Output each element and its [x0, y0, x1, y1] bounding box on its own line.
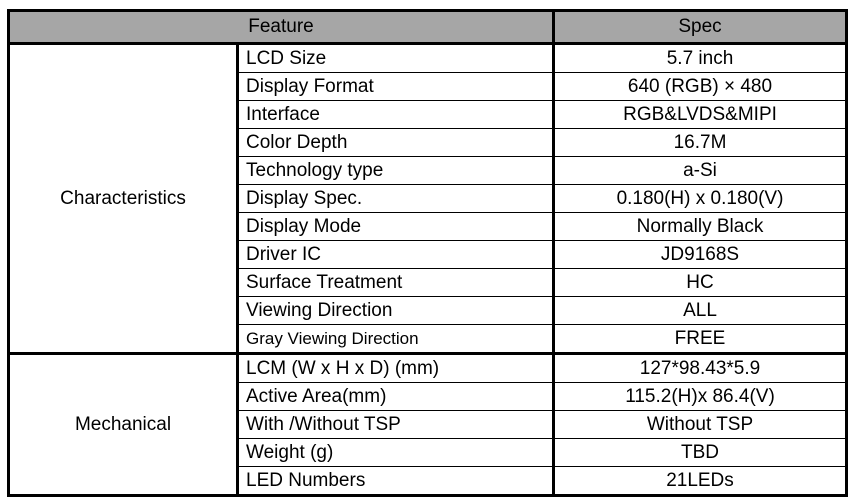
feature-cell: Surface Treatment [236, 268, 555, 297]
feature-cell: Driver IC [236, 240, 555, 269]
feature-cell: Weight (g) [236, 438, 555, 467]
table-row: Display Format 640 (RGB) × 480 [9, 72, 848, 101]
feature-cell: Color Depth [236, 128, 555, 157]
spec-cell: 16.7M [553, 128, 848, 157]
table-row: Characteristics LCD Size 5.7 inch [7, 42, 848, 355]
group-label: Characteristics [7, 42, 239, 355]
header-row: Feature Spec [7, 9, 848, 45]
feature-cell: With /Without TSP [236, 410, 555, 439]
feature-cell: Gray Viewing Direction [236, 324, 555, 355]
feature-cell: Interface [236, 100, 555, 129]
spec-cell: Without TSP [553, 410, 848, 439]
table-row: Mechanical LCM (W x H x D) (mm) 127*98.43*… [7, 352, 848, 497]
spec-cell: 0.180(H) x 0.180(V) [553, 184, 848, 213]
feature-cell: Active Area(mm) [236, 382, 555, 411]
group-label: Mechanical [7, 352, 239, 497]
spec-cell: RGB&LVDS&MIPI [553, 100, 848, 129]
spec-cell: 127*98.43*5.9 [553, 353, 848, 383]
spec-table: Feature Spec Characteristics LCD Size 5.7 … [7, 9, 848, 497]
feature-cell: LED Numbers [236, 466, 555, 497]
feature-cell: LCD Size [236, 43, 555, 73]
spec-cell: HC [553, 268, 848, 297]
spec-cell: TBD [553, 438, 848, 467]
feature-cell: LCM (W x H x D) (mm) [236, 353, 555, 383]
feature-cell: Technology type [236, 156, 555, 185]
spec-cell: 115.2(H)x 86.4(V) [553, 382, 848, 411]
table-row: Viewing Direction ALL [9, 296, 848, 325]
spec-cell: 21LEDs [553, 466, 848, 497]
spec-cell: FREE [553, 324, 848, 355]
table-row: Display Mode Normally Black [9, 212, 848, 241]
spec-cell: 640 (RGB) × 480 [553, 72, 848, 101]
feature-cell: Display Format [236, 72, 555, 101]
spec-cell: 5.7 inch [553, 43, 848, 73]
spec-cell: JD9168S [553, 240, 848, 269]
feature-cell: Viewing Direction [236, 296, 555, 325]
table-row: Technology type a-Si [9, 156, 848, 185]
spec-cell: a-Si [553, 156, 848, 185]
table-row: Surface Treatment HC [9, 268, 848, 297]
table-row: Gray Viewing Direction FREE [9, 324, 848, 355]
header-feature: Feature [7, 9, 555, 45]
spec-cell: Normally Black [553, 212, 848, 241]
feature-cell: Display Mode [236, 212, 555, 241]
feature-cell: Display Spec. [236, 184, 555, 213]
header-spec: Spec [552, 9, 848, 45]
spec-cell: ALL [553, 296, 848, 325]
table-row: Display Spec. 0.180(H) x 0.180(V) [9, 184, 848, 213]
table-row: LED Numbers 21LEDs [9, 466, 848, 497]
